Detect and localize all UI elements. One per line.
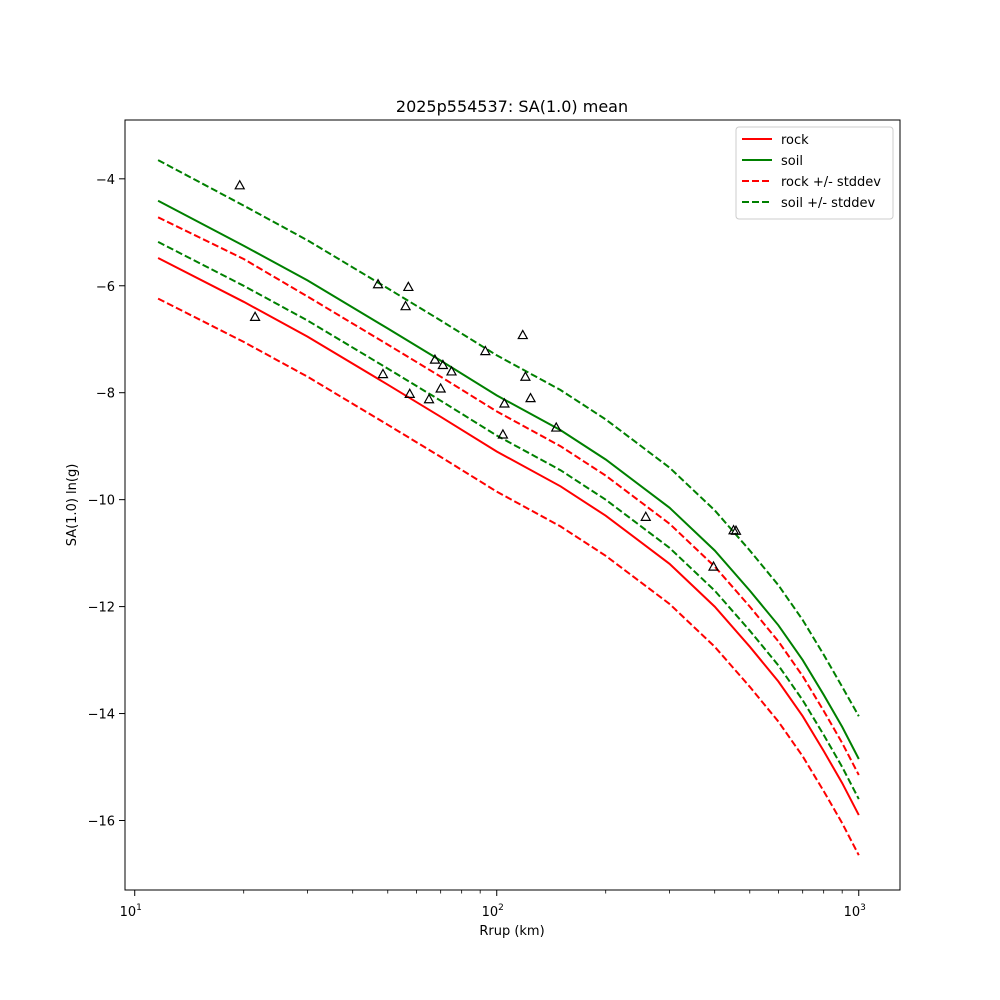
legend-label-0: rock — [781, 133, 809, 148]
plot-area — [125, 120, 900, 890]
x-axis: 101 102 103 — [120, 890, 866, 920]
y-axis-title: SA(1.0) ln(g) — [65, 464, 80, 547]
observation-point-3 — [377, 368, 389, 379]
legend-label-1: soil — [781, 154, 803, 169]
y-tick-label-5: −14 — [88, 708, 115, 723]
observation-point-22 — [730, 524, 742, 535]
observation-point-1 — [249, 311, 261, 321]
series-line-0 — [157, 257, 860, 816]
observation-point-4 — [400, 300, 412, 311]
series-line-2 — [157, 216, 860, 776]
observation-point-0 — [234, 179, 246, 190]
observation-point-16 — [519, 370, 531, 381]
y-tick-label-0: −4 — [96, 173, 115, 188]
observation-point-9 — [435, 382, 447, 393]
observation-point-11 — [445, 365, 458, 376]
series-line-3 — [157, 297, 860, 856]
series-lines — [157, 159, 860, 856]
y-tick-label-4: −12 — [88, 601, 115, 616]
legend-label-3: soil +/- stddev — [781, 196, 876, 211]
observation-point-17 — [525, 392, 537, 403]
y-tick-label-3: −10 — [88, 494, 115, 509]
legend-label-2: rock +/- stddev — [781, 175, 881, 190]
observation-point-8 — [429, 353, 441, 364]
observation-point-19 — [640, 511, 652, 521]
series-line-5 — [157, 241, 860, 800]
observation-points — [234, 179, 742, 571]
observation-point-14 — [498, 397, 510, 408]
observation-point-2 — [372, 278, 384, 289]
y-tick-label-1: −6 — [96, 280, 115, 295]
x-tick-label-2: 103 — [844, 903, 866, 920]
legend-box — [735, 126, 894, 220]
observation-point-13 — [497, 428, 509, 439]
observation-point-6 — [404, 388, 416, 398]
observation-point-15 — [517, 329, 529, 340]
observation-point-20 — [707, 560, 720, 571]
y-tick-label-6: −16 — [88, 814, 115, 829]
observation-point-5 — [402, 281, 414, 292]
chart-title: 2025p554537: SA(1.0) mean — [396, 97, 628, 116]
observation-point-7 — [423, 393, 435, 404]
series-line-1 — [157, 199, 860, 760]
x-tick-label-0: 101 — [120, 903, 142, 920]
y-axis: −4 −6 −8 −10 −12 −14 −16 — [88, 173, 125, 829]
legend: rock soil rock +/- stddev soil +/- stddev — [735, 126, 894, 220]
observation-point-12 — [479, 345, 491, 356]
plot-frame — [124, 119, 901, 891]
x-axis-title: Rrup (km) — [479, 924, 544, 939]
series-line-4 — [157, 159, 860, 717]
observation-point-18 — [550, 421, 562, 432]
x-tick-label-1: 102 — [482, 903, 504, 920]
observation-point-10 — [437, 359, 449, 370]
y-tick-label-2: −8 — [96, 387, 115, 402]
